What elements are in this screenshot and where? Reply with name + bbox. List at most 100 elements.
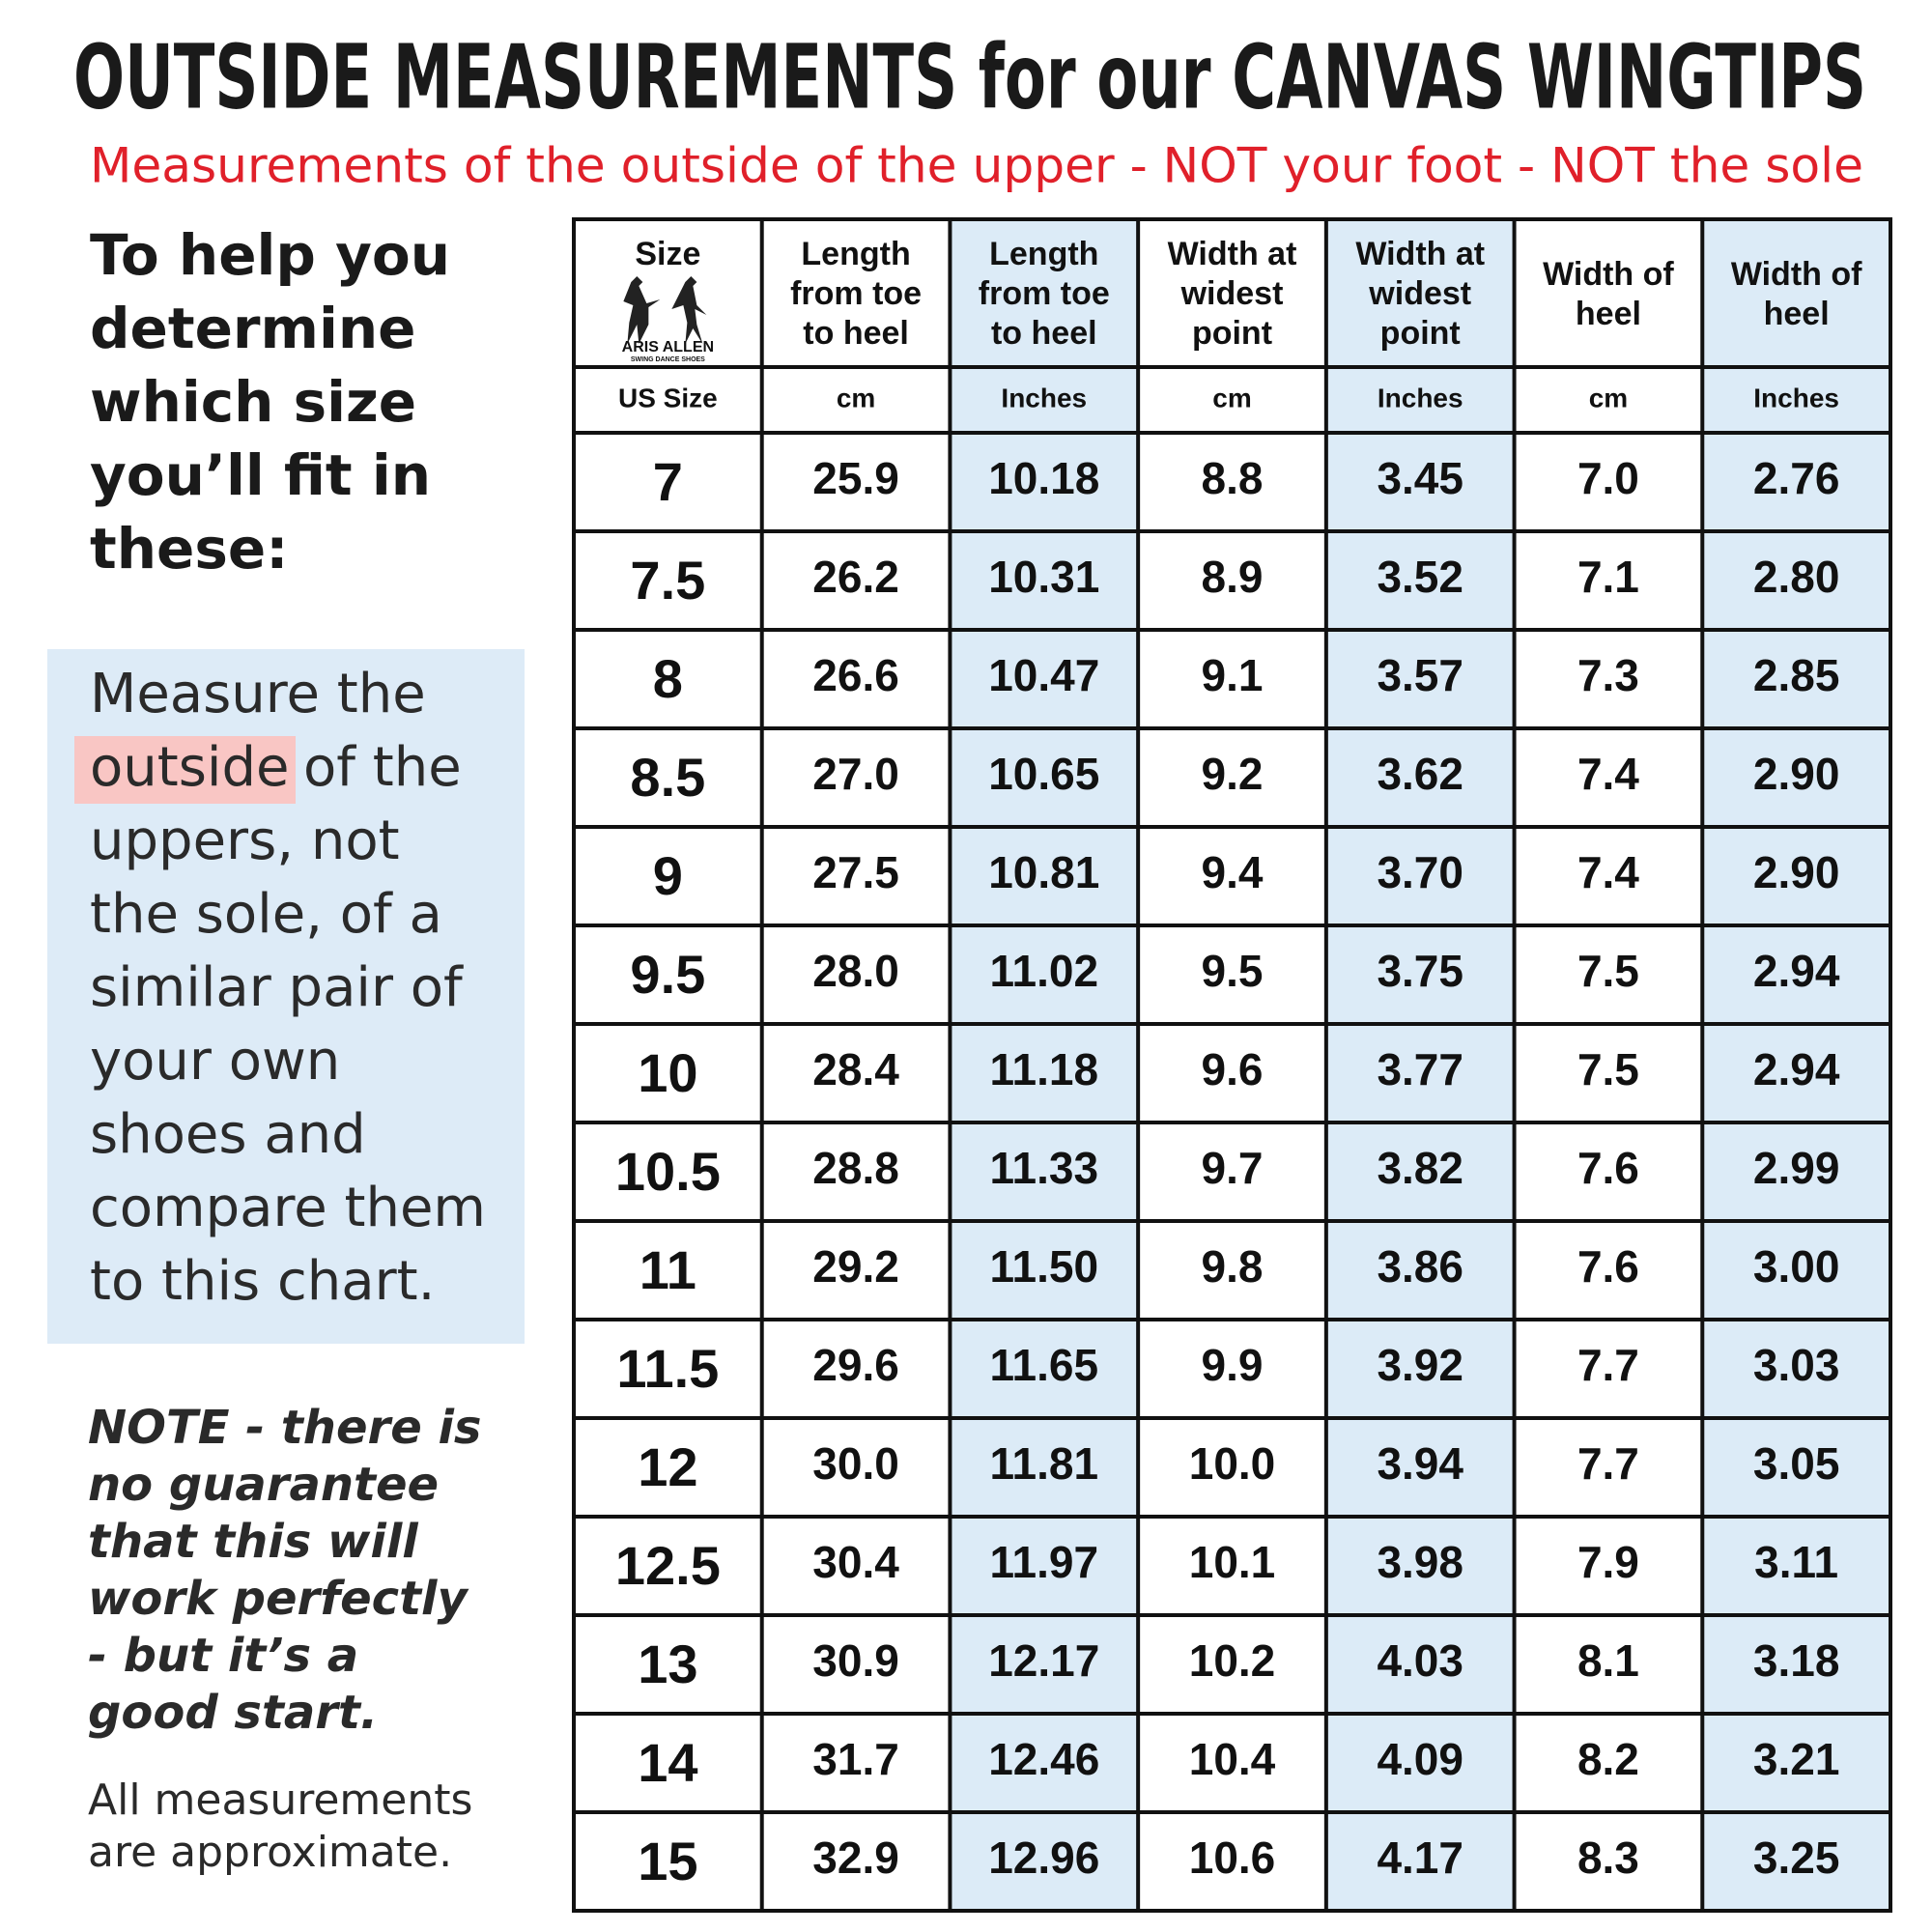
data-cell: 26.6 — [812, 650, 899, 700]
data-cell: 11.81 — [989, 1438, 1098, 1489]
size-cell: 13 — [638, 1634, 697, 1694]
data-cell: 2.94 — [1753, 1044, 1840, 1094]
header-cell: Size — [635, 236, 700, 272]
instruction-line: of the — [303, 736, 462, 799]
instruction-line: Measure the — [90, 663, 426, 725]
note-line: that this will — [88, 1515, 418, 1569]
column-shade — [1325, 219, 1515, 1911]
data-cell: 7.5 — [1577, 1044, 1639, 1094]
logo-name: ARIS ALLEN — [622, 339, 714, 355]
data-cell: 10.31 — [988, 552, 1099, 602]
note-line: work perfectly — [88, 1572, 469, 1626]
header-cell: from toe — [790, 275, 922, 312]
data-cell: 30.9 — [812, 1635, 899, 1686]
data-cell: 12.96 — [988, 1833, 1099, 1883]
data-cell: 9.1 — [1202, 650, 1264, 700]
data-cell: 30.0 — [812, 1438, 899, 1489]
unit-cell: cm — [1589, 383, 1628, 412]
size-cell: 8.5 — [630, 747, 705, 808]
data-cell: 2.99 — [1753, 1143, 1840, 1193]
data-cell: 11.02 — [989, 946, 1098, 996]
data-cell: 31.7 — [812, 1734, 899, 1784]
data-cell: 9.9 — [1202, 1340, 1264, 1390]
data-cell: 10.65 — [988, 749, 1099, 799]
data-cell: 27.5 — [812, 847, 899, 897]
data-cell: 3.52 — [1377, 552, 1463, 602]
header-cell: heel — [1576, 296, 1641, 332]
data-cell: 10.2 — [1189, 1635, 1276, 1686]
heading-line: To help you — [90, 222, 450, 288]
size-cell: 11.5 — [616, 1338, 719, 1399]
size-cell: 15 — [638, 1831, 697, 1891]
data-cell: 3.03 — [1753, 1340, 1840, 1390]
size-cell: 14 — [638, 1732, 697, 1793]
sidebar: To help you determine which size you’ll fit… — [88, 222, 486, 1877]
data-cell: 29.6 — [812, 1340, 899, 1390]
size-cell: 12 — [638, 1436, 697, 1497]
size-cell: 10.5 — [615, 1141, 721, 1202]
data-cell: 3.11 — [1754, 1537, 1838, 1587]
header-cell: Width of — [1543, 256, 1674, 293]
data-cell: 29.2 — [812, 1241, 899, 1292]
instruction-line: shoes and — [90, 1103, 366, 1166]
disclaimer-line: are approximate. — [88, 1828, 452, 1877]
header-cell: to heel — [803, 315, 909, 352]
data-cell: 3.45 — [1377, 453, 1463, 503]
unit-cell: cm — [1212, 383, 1251, 412]
highlight-box — [74, 736, 296, 804]
data-cell: 7.4 — [1577, 847, 1639, 897]
header-cell: Width of — [1731, 256, 1862, 293]
data-cell: 11.97 — [989, 1537, 1098, 1587]
data-cell: 3.21 — [1753, 1734, 1840, 1784]
data-cell: 10.47 — [988, 650, 1099, 700]
unit-cell: US Size — [618, 383, 718, 412]
data-cell: 2.90 — [1753, 847, 1840, 897]
instruction-line: similar pair of — [90, 956, 464, 1019]
data-cell: 12.46 — [988, 1734, 1099, 1784]
header-cell: to heel — [991, 315, 1097, 352]
heading-line: determine — [90, 296, 415, 361]
instruction-line: compare them — [90, 1177, 486, 1239]
instruction-line: the sole, of a — [90, 883, 442, 946]
data-cell: 32.9 — [812, 1833, 899, 1883]
data-cell: 8.8 — [1202, 453, 1264, 503]
data-cell: 3.57 — [1377, 650, 1463, 700]
data-cell: 7.6 — [1577, 1143, 1639, 1193]
size-cell: 8 — [653, 648, 683, 709]
data-cell: 11.18 — [989, 1044, 1098, 1094]
data-cell: 9.6 — [1202, 1044, 1264, 1094]
data-cell: 2.80 — [1753, 552, 1840, 602]
data-cell: 9.2 — [1202, 749, 1264, 799]
data-cell: 4.03 — [1377, 1635, 1463, 1686]
instruction-line: to this chart. — [90, 1250, 435, 1313]
data-cell: 4.17 — [1377, 1833, 1463, 1883]
header-cell: Width at — [1355, 236, 1485, 272]
data-cell: 7.7 — [1577, 1438, 1639, 1489]
data-cell: 7.4 — [1577, 749, 1639, 799]
data-cell: 2.90 — [1753, 749, 1840, 799]
size-cell: 7.5 — [630, 550, 705, 611]
heading-line: you’ll fit in — [90, 442, 431, 508]
data-cell: 3.77 — [1377, 1044, 1463, 1094]
data-cell: 7.1 — [1577, 552, 1639, 602]
logo-tagline: SWING DANCE SHOES — [631, 356, 705, 363]
column-shade — [950, 219, 1139, 1911]
title: OUTSIDE MEASUREMENTS for our CANVAS WING… — [73, 25, 1866, 128]
header-cell: point — [1192, 315, 1272, 352]
header-cell: point — [1380, 315, 1461, 352]
data-cell: 3.62 — [1377, 749, 1463, 799]
data-cell: 9.4 — [1202, 847, 1264, 897]
data-cell: 10.6 — [1189, 1833, 1276, 1883]
instruction-line: your own — [90, 1030, 340, 1093]
data-cell: 27.0 — [812, 749, 899, 799]
header-cell: heel — [1764, 296, 1830, 332]
data-cell: 9.5 — [1202, 946, 1264, 996]
data-cell: 10.81 — [988, 847, 1099, 897]
data-cell: 10.0 — [1189, 1438, 1276, 1489]
data-cell: 8.9 — [1202, 552, 1264, 602]
heading-line: which size — [90, 369, 416, 435]
data-cell: 7.0 — [1577, 453, 1639, 503]
